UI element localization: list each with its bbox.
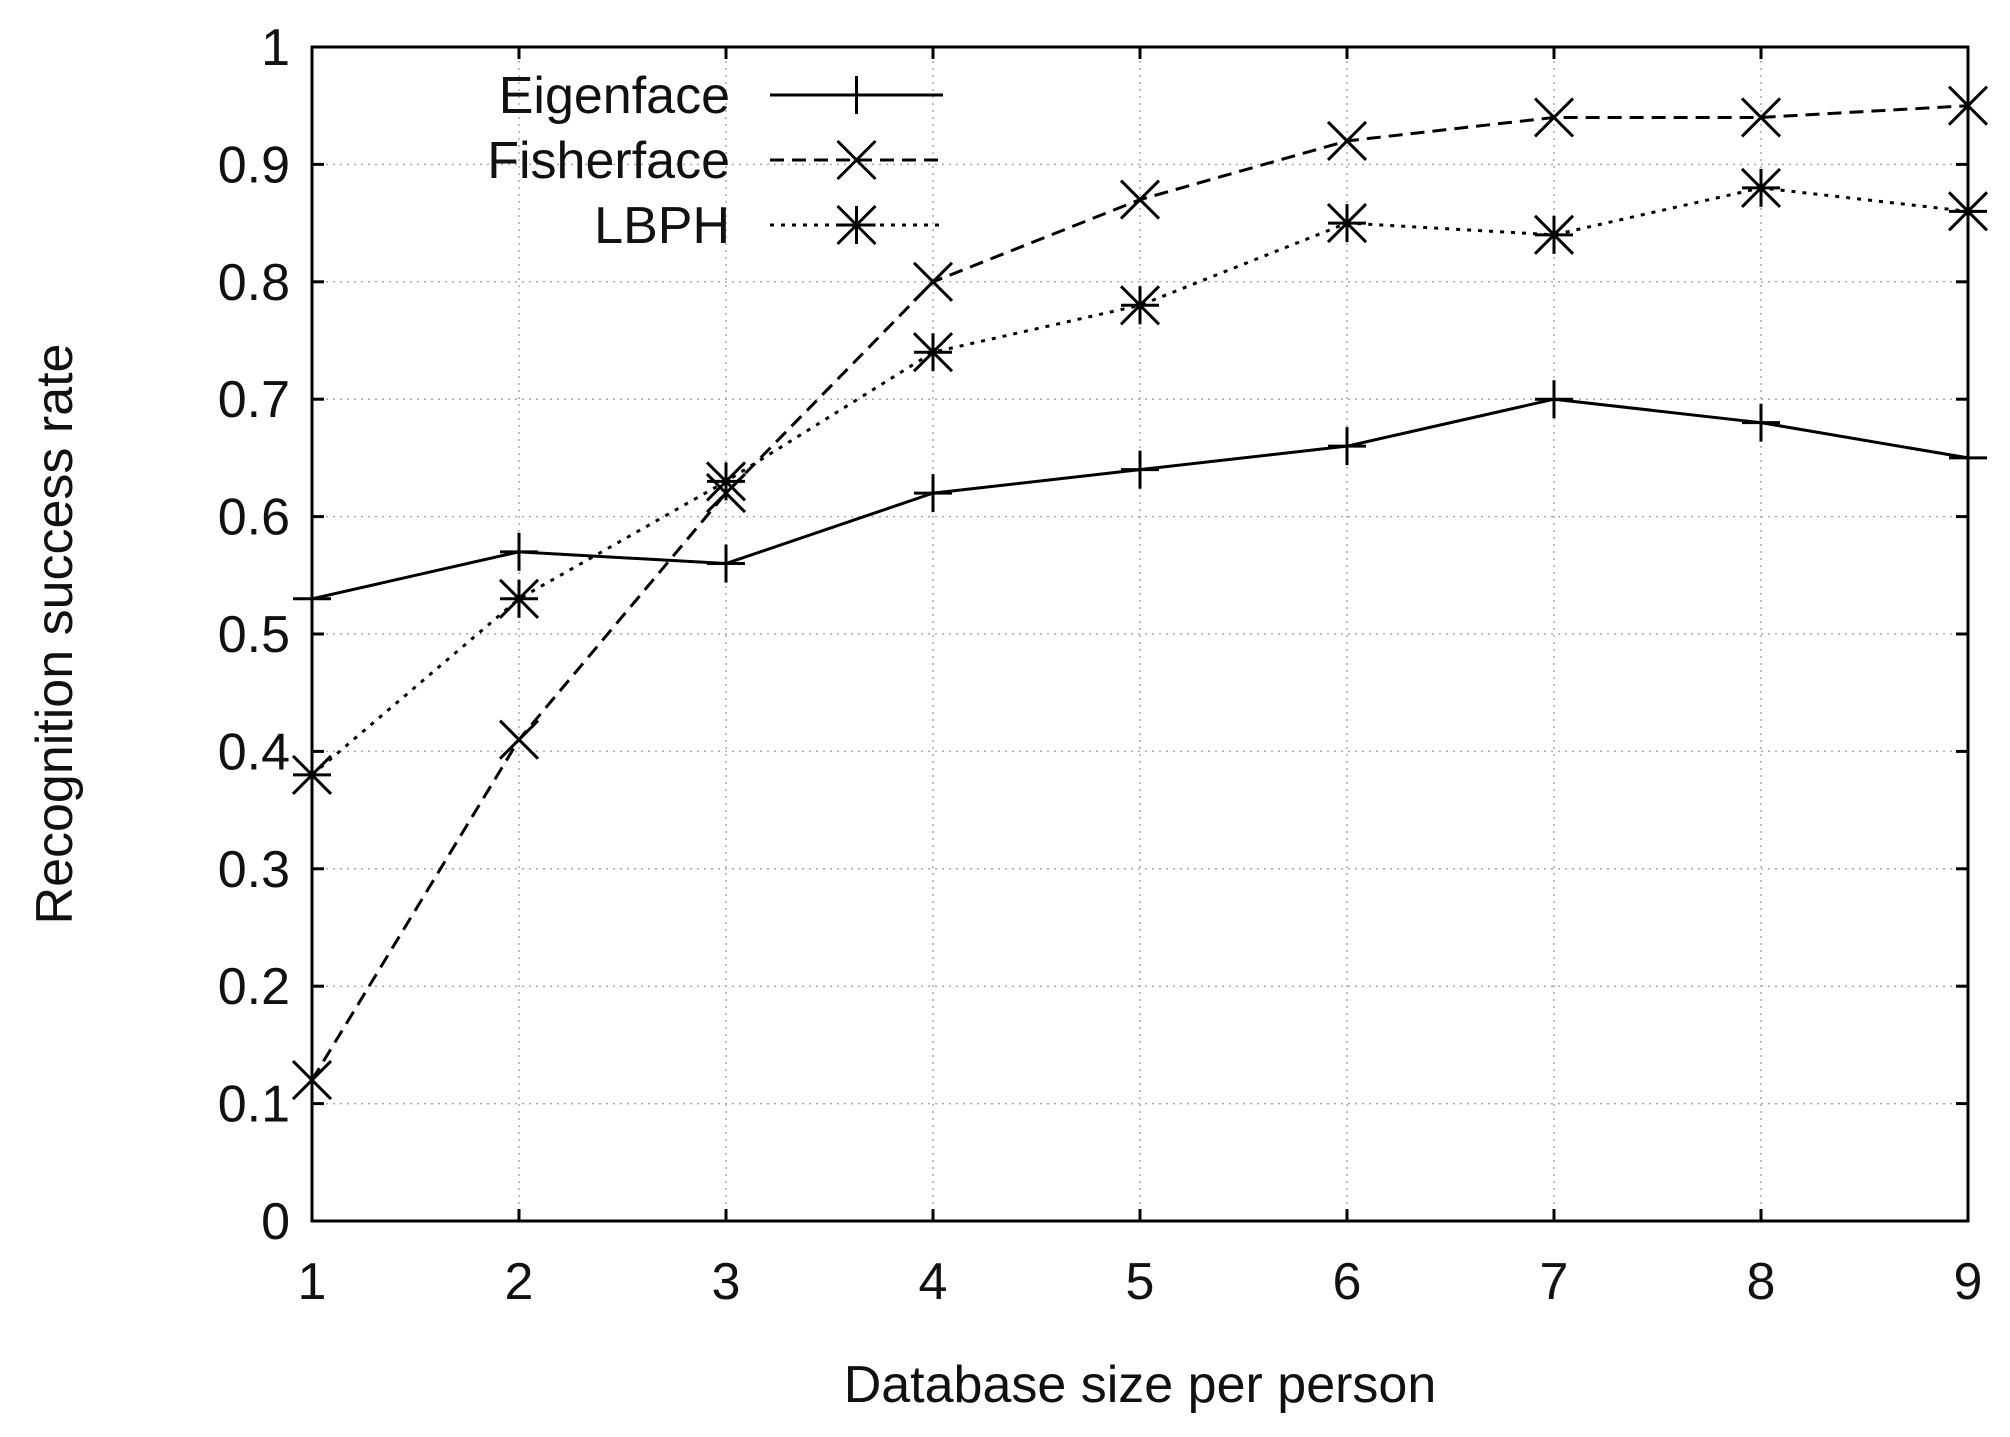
x-tick-label: 8 [1747,1253,1776,1311]
y-tick-label: 0.7 [218,371,290,429]
point-lbph [1326,203,1368,244]
y-tick-label: 0 [261,1193,290,1251]
point-eigenface [1328,427,1366,466]
y-tick-label: 0.4 [218,723,290,781]
data-series [291,85,1989,1101]
y-axis-title: Recognition success rate [26,344,84,925]
x-axis-title: Database size per person [844,1356,1437,1414]
point-fisherface [1119,179,1161,220]
y-tick-label: 0.1 [218,1076,290,1134]
series-eigenface [293,380,1987,618]
x-tick-label: 1 [298,1253,327,1311]
legend-marker-fisherface [836,139,877,181]
point-lbph [912,332,954,373]
point-fisherface [1533,97,1575,138]
point-lbph [1740,167,1782,208]
series-fisherface [291,85,1989,1101]
y-tick-label: 0.9 [218,136,290,194]
x-tick-labels: 1 2 3 4 5 6 7 8 9 [298,1253,1983,1311]
point-lbph [705,461,747,502]
legend-marker-lbph [836,204,877,246]
legend-label: LBPH [594,197,730,255]
point-eigenface [500,532,538,571]
x-tick-label: 5 [1126,1253,1155,1311]
y-tick-label: 1 [261,19,290,77]
y-tick-labels: 0 0.1 0.2 0.3 0.4 0.5 0.6 0.7 0.8 0.9 1 [218,19,290,1251]
plot-frame [310,45,1970,1223]
y-tick-label: 0.6 [218,489,290,547]
y-tick-label: 0.2 [218,958,290,1016]
legend-label: Eigenface [499,67,730,125]
y-tick-label: 0.3 [218,841,290,899]
x-tick-label: 4 [919,1253,948,1311]
legend-marker-eigenface [837,76,876,114]
grid-lines [312,47,1968,1221]
point-eigenface [914,474,952,513]
point-fisherface [1326,120,1368,161]
point-eigenface [1121,450,1159,489]
y-tick-label: 0.8 [218,254,290,312]
y-tick-label: 0.5 [218,606,290,664]
legend-item-lbph: LBPH [594,197,943,255]
x-tick-label: 3 [712,1253,741,1311]
legend-item-fisherface: Fisherface [487,132,943,190]
point-lbph [498,578,540,619]
point-eigenface [1742,403,1780,442]
legend-item-eigenface: Eigenface [499,67,943,125]
point-fisherface [912,261,954,302]
x-tick-label: 2 [505,1253,534,1311]
point-eigenface [707,544,745,583]
point-eigenface [1535,380,1573,419]
legend: Eigenface Fisherface LBPH [487,67,943,255]
x-tick-label: 9 [1954,1253,1983,1311]
legend-label: Fisherface [487,132,730,190]
x-tick-label: 6 [1333,1253,1362,1311]
series-line-eigenface [311,397,1969,601]
point-lbph [1119,285,1161,326]
point-fisherface [498,719,540,760]
point-lbph [1533,214,1575,255]
x-tick-label: 7 [1540,1253,1569,1311]
point-fisherface [1740,97,1782,138]
